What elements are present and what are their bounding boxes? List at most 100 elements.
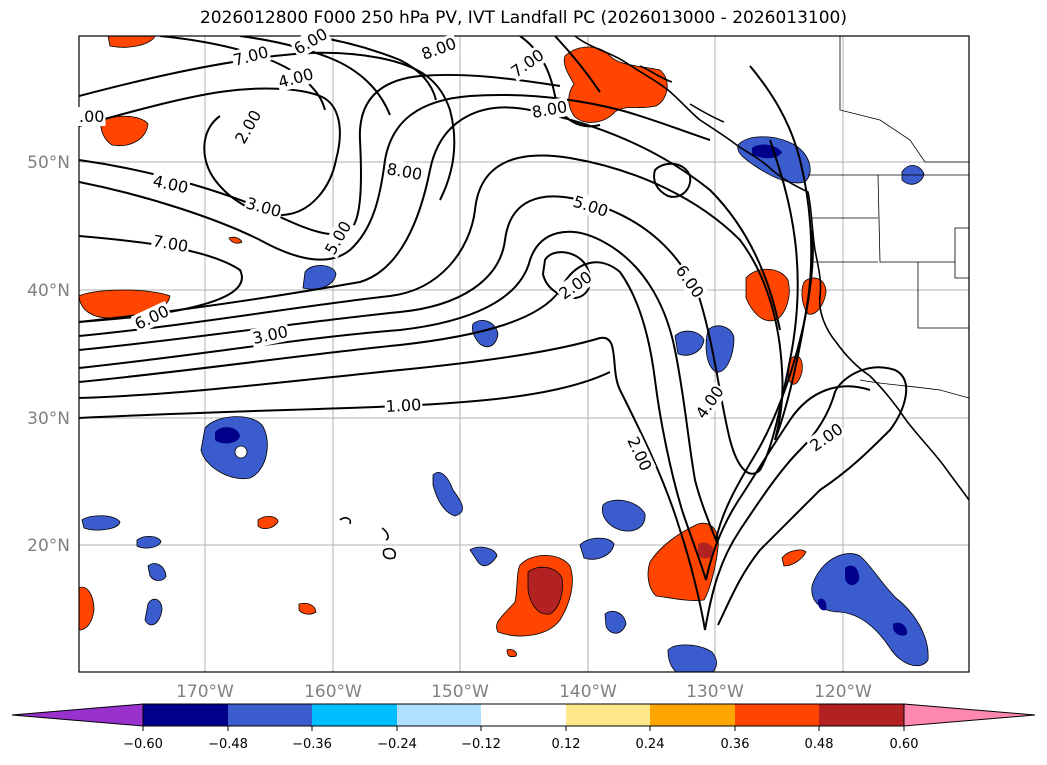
contour-label-halo <box>384 159 425 185</box>
contour-label-halo <box>384 395 423 417</box>
pv-contour <box>79 93 711 261</box>
contour-label-halo <box>230 42 272 71</box>
patch-neg-core <box>817 598 827 611</box>
contour-label-halo <box>691 381 729 424</box>
patch-neg <box>432 472 463 517</box>
patch-neg <box>469 546 498 567</box>
colorbar-segment <box>397 704 481 726</box>
contour-label-halo <box>275 64 317 93</box>
patch-pos <box>781 549 807 567</box>
patch-neg <box>667 644 717 672</box>
lon-label-170w: 170°W <box>176 682 234 702</box>
contour-label: 1.00 <box>385 395 422 416</box>
patch-pos-core <box>527 566 563 615</box>
patch-pos <box>506 649 517 658</box>
contour-label-halo <box>150 231 191 257</box>
lon-label-120w: 120°W <box>814 682 872 702</box>
patch-neg-core <box>215 427 240 444</box>
contour-label-halo <box>417 33 460 65</box>
pv-contour <box>79 336 908 631</box>
pv-contour <box>79 65 813 441</box>
contour-label-halo <box>506 44 549 82</box>
lat-label-50n: 50°N <box>27 153 70 173</box>
pv-contour <box>79 229 814 544</box>
lon-label-140w: 140°W <box>559 682 617 702</box>
patch-pos <box>298 602 317 615</box>
pv-contour <box>79 139 799 475</box>
patch-neg <box>81 515 121 531</box>
contour-label-halo <box>622 432 657 475</box>
colorbar-extend-min <box>11 703 144 727</box>
colorbar-extend-max <box>903 703 1036 727</box>
colorbar-segment <box>481 704 566 726</box>
colorbar-tick-label: 0.48 <box>805 737 834 752</box>
contour-label-halo <box>78 107 106 126</box>
patch-pos <box>79 586 95 631</box>
colorbar-tick-label: 0.60 <box>890 737 919 752</box>
patch-neg <box>705 325 735 373</box>
colorbar-segment <box>143 704 228 726</box>
contour-label-halo <box>130 300 173 335</box>
patch-neg <box>604 610 627 634</box>
patch-neg <box>147 563 167 581</box>
patch-neg <box>144 598 163 626</box>
colorbar-tick-label: 0.24 <box>636 737 665 752</box>
colorbar-segment <box>312 704 397 726</box>
colorbar-tick-label: −0.12 <box>461 737 501 752</box>
patch-neg-core <box>893 622 908 636</box>
colorbar-tick-label: −0.36 <box>292 737 332 752</box>
colorbar-segment <box>735 704 819 726</box>
longitude-labels: 170°W 160°W 150°W 140°W 130°W 120°W <box>176 682 872 702</box>
contour-label-halo <box>289 23 332 59</box>
patch-pos <box>228 236 243 244</box>
lon-label-150w: 150°W <box>431 682 489 702</box>
patch-neg <box>302 265 337 290</box>
pv-contour <box>653 162 692 198</box>
contour-label-halo <box>249 321 291 349</box>
lon-label-130w: 130°W <box>686 682 744 702</box>
contour-labels: 7.00 6.00 4.00 2.00 8.00 7.00 8.00 .00 4… <box>78 23 848 475</box>
colorbar-segment <box>650 704 735 726</box>
colorbar-segment <box>819 704 904 726</box>
pv-contour <box>79 87 341 217</box>
latitude-labels: 50°N 40°N 30°N 20°N <box>27 153 70 556</box>
pv-contour <box>541 251 592 300</box>
contour-label-halo <box>230 105 266 148</box>
contour-label-halo <box>569 191 612 222</box>
colorbar-tick-label: 0.12 <box>552 737 581 752</box>
pv-contour <box>554 36 601 93</box>
contour-label-halo <box>805 418 848 456</box>
patch-neg <box>601 499 646 532</box>
pv-contours <box>79 36 908 631</box>
patch-pos-core <box>698 542 714 559</box>
colorbar-tick-label: −0.24 <box>377 737 417 752</box>
patch-neg-core <box>845 565 860 586</box>
colorbar-segment <box>566 704 650 726</box>
pv-contour <box>79 73 561 236</box>
lon-label-160w: 160°W <box>304 682 362 702</box>
pv-contour <box>79 106 781 331</box>
pv-contour <box>79 261 871 581</box>
patch-pos <box>647 522 719 601</box>
lat-label-20n: 20°N <box>27 536 70 556</box>
coastlines <box>339 36 969 560</box>
map-title: 2026012800 F000 250 hPa PV, IVT Landfall… <box>199 8 847 28</box>
contour-label-halo <box>150 171 191 198</box>
contour-label-halo <box>554 266 597 304</box>
colorbar-segment <box>228 704 312 726</box>
contour-label-halo <box>320 216 356 259</box>
positive-anomaly-patches <box>79 36 827 658</box>
patch-pos <box>257 516 279 530</box>
patch-pos <box>100 115 149 147</box>
contour-label-halo <box>671 260 709 303</box>
lat-label-30n: 30°N <box>27 409 70 429</box>
colorbar: −0.60 −0.48 −0.36 −0.24 −0.12 0.12 0.24 … <box>11 703 1036 752</box>
contour-label: .00 <box>79 107 104 126</box>
patch-neg <box>674 330 705 356</box>
contour-label-halo <box>529 96 570 123</box>
patch-hole <box>234 445 248 459</box>
contour-label-halo <box>242 193 285 222</box>
pv-contour <box>309 36 437 101</box>
colorbar-tick-label: 0.36 <box>721 737 750 752</box>
